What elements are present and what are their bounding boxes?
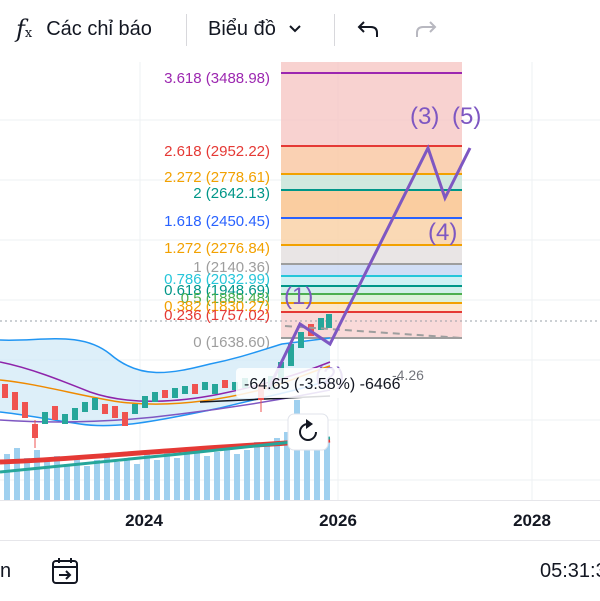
fib-level-label: 3.618 (3488.98) xyxy=(164,70,270,87)
redo-icon xyxy=(416,21,437,37)
chart-toolbar: fx Các chỉ báo Biểu đồ xyxy=(0,0,600,58)
x-tick-2026: 2026 xyxy=(319,511,357,530)
measure-text: -64.65 (-3.58%) -6466 xyxy=(244,376,401,393)
calendar-arrow-icon xyxy=(52,558,78,584)
fib-zones xyxy=(281,62,462,338)
bottom-left-text[interactable]: n xyxy=(0,559,12,582)
fib-level-label: 1 (2140.36) xyxy=(193,259,270,276)
fib-level-label: 0.786 (2032.99) xyxy=(164,271,270,288)
indicators-label: Các chỉ báo xyxy=(46,17,152,40)
indicators-button[interactable]: fx Các chỉ báo xyxy=(16,0,152,58)
time-axis[interactable]: 2024 2026 2028 xyxy=(0,500,600,541)
goto-date-button[interactable] xyxy=(50,541,80,601)
fib-labels: 3.618 (3488.98) 2.618 (2952.22) 2.272 (277… xyxy=(164,70,270,351)
wave-label-1: (1) xyxy=(284,283,313,310)
redo-button[interactable] xyxy=(414,0,438,58)
fib-level-label: 0.5 (1889.48) xyxy=(181,290,270,307)
chart-type-label: Biểu đồ xyxy=(208,17,276,40)
wave-label-4: (4) xyxy=(428,219,457,246)
chevron-down-icon xyxy=(289,25,301,33)
toolbar-divider xyxy=(334,14,335,46)
fib-level-label: 2.618 (2952.22) xyxy=(164,143,270,160)
fib-level-label: 2 (2642.13) xyxy=(193,185,270,202)
fib-level-label: 1.618 (2450.45) xyxy=(164,213,270,230)
x-tick-2028: 2028 xyxy=(513,511,551,530)
wave-label-3: (3) xyxy=(410,103,439,130)
bottom-bar: n 05:31:3 xyxy=(0,540,600,601)
clock-time[interactable]: 05:31:3 xyxy=(540,559,600,582)
undo-button[interactable] xyxy=(356,0,380,58)
fib-level-label: 0.382 (1830.27) xyxy=(164,298,270,315)
price-chart[interactable]: 3.618 (3488.98) 2.618 (2952.22) 2.272 (277… xyxy=(0,62,600,500)
chart-type-button[interactable]: Biểu đồ xyxy=(208,0,302,58)
measure-tooltip xyxy=(236,368,440,398)
wave-label-5: (5) xyxy=(452,103,481,130)
elliott-wave xyxy=(266,144,472,391)
rotate-icon xyxy=(299,419,317,441)
undo-icon xyxy=(357,21,378,37)
function-icon: fx xyxy=(16,15,33,43)
fib-level-label: 0 (1638.60) xyxy=(193,334,270,351)
toolbar-divider xyxy=(186,14,187,46)
x-tick-2024: 2024 xyxy=(125,511,163,530)
candles xyxy=(2,314,332,448)
measure-line xyxy=(284,325,463,339)
measure-text-secondary: -4.26 xyxy=(392,367,424,383)
fib-level-label: 2.272 (2778.61) xyxy=(164,169,270,186)
fib-level-label: 0.236 (1757.02) xyxy=(164,307,270,324)
reset-chart-button[interactable] xyxy=(287,413,329,451)
fib-level-label: 1.272 (2276.84) xyxy=(164,240,270,257)
fib-level-label: 0.618 (1948.69) xyxy=(164,282,270,299)
chart-area[interactable]: 3.618 (3488.98) 2.618 (2952.22) 2.272 (277… xyxy=(0,62,600,500)
